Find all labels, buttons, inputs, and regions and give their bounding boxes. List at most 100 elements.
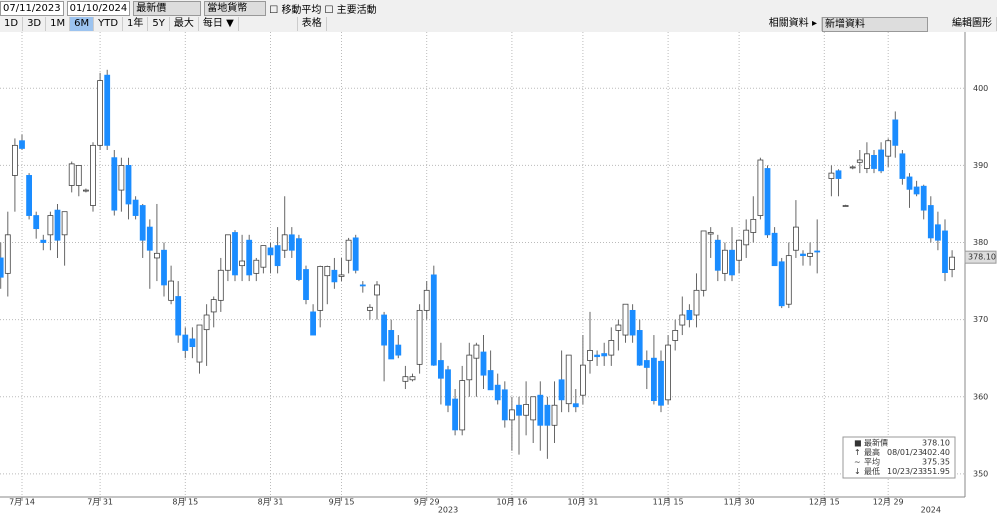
candle-body bbox=[217, 269, 224, 301]
candle-body bbox=[445, 369, 451, 406]
candle-body bbox=[125, 165, 132, 205]
candle-body bbox=[608, 340, 615, 356]
candle-body bbox=[381, 314, 388, 346]
candle-body bbox=[97, 80, 103, 146]
range-button[interactable]: 5Y bbox=[148, 17, 170, 31]
x-tick-label: 10月 16 bbox=[496, 498, 527, 507]
year-label: 2023 bbox=[438, 506, 458, 514]
candle-body bbox=[537, 394, 544, 426]
candle-body bbox=[615, 324, 622, 331]
y-tick-label: 370 bbox=[973, 315, 988, 324]
x-tick-label: 7月 14 bbox=[9, 498, 35, 507]
candle-body bbox=[388, 330, 395, 360]
candle-body bbox=[189, 338, 196, 348]
add-data[interactable]: 新增資料 bbox=[822, 16, 928, 32]
frequency[interactable]: 每日 ▼ bbox=[199, 17, 239, 31]
candle-body bbox=[352, 237, 359, 271]
candle-body bbox=[814, 250, 821, 253]
key-events[interactable]: ☐ 主要活動 bbox=[324, 4, 377, 16]
candle-body bbox=[153, 252, 160, 259]
candle-body bbox=[927, 205, 934, 239]
x-tick-label: 12月 15 bbox=[809, 498, 840, 507]
candle-body bbox=[430, 274, 437, 366]
candle-body bbox=[480, 351, 487, 376]
x-tick-label: 7月 31 bbox=[87, 498, 113, 507]
end-date[interactable]: 01/10/2024 bbox=[66, 0, 131, 16]
candle-body bbox=[288, 234, 295, 251]
candle-body bbox=[139, 205, 146, 241]
candle-body bbox=[61, 211, 68, 236]
x-tick-label: 8月 31 bbox=[258, 498, 284, 507]
chart: 350 360 370 380 390 400 7月 14 7月 31 8月 15 8月 31 9月… bbox=[0, 32, 997, 514]
legend-value: 378.10 bbox=[922, 439, 950, 448]
x-tick-label: 9月 15 bbox=[329, 498, 355, 507]
year-label: 2024 bbox=[921, 506, 941, 514]
range-button[interactable]: 1D bbox=[0, 17, 24, 31]
candle-body bbox=[324, 266, 331, 277]
candle-body bbox=[11, 144, 18, 176]
candle-body bbox=[203, 314, 210, 331]
legend-icon: ↑ bbox=[854, 448, 861, 457]
candle-body bbox=[700, 230, 707, 291]
moving-average[interactable]: ☐ 移動平均 bbox=[269, 4, 322, 16]
candle-body bbox=[572, 403, 579, 408]
candle-body bbox=[295, 238, 302, 280]
candle-body bbox=[402, 376, 409, 382]
candle-body bbox=[452, 398, 459, 431]
candle-body bbox=[416, 309, 423, 365]
candle-body bbox=[267, 247, 274, 256]
candle-body bbox=[885, 140, 892, 157]
field-select[interactable]: 最新價 bbox=[133, 0, 202, 16]
candle-body bbox=[33, 215, 40, 230]
related-button[interactable]: 相關資料 ▸ bbox=[765, 17, 822, 31]
candle-body bbox=[722, 249, 728, 274]
candle-body bbox=[246, 239, 253, 276]
range-button[interactable]: 6M bbox=[70, 17, 95, 31]
candle-body bbox=[210, 299, 217, 313]
candle-body bbox=[913, 186, 920, 195]
candle-body bbox=[793, 226, 799, 251]
range-button[interactable]: 最大 bbox=[170, 17, 199, 31]
candle-body bbox=[494, 384, 501, 401]
candle-body bbox=[104, 74, 111, 146]
candle-body bbox=[643, 360, 650, 368]
moving-average-label: 移動平均 bbox=[281, 4, 322, 16]
candle-body bbox=[26, 175, 33, 216]
range-button[interactable]: YTD bbox=[94, 17, 124, 31]
candle-body bbox=[828, 172, 835, 179]
candle-body bbox=[331, 269, 338, 283]
range-button[interactable]: 1M bbox=[46, 17, 71, 31]
candle-body bbox=[395, 344, 402, 356]
candle-body bbox=[196, 324, 203, 363]
candle-body bbox=[693, 289, 700, 316]
range-button[interactable]: 1年 bbox=[123, 17, 149, 31]
candle-body bbox=[224, 234, 231, 271]
candle-body bbox=[899, 153, 906, 179]
start-date[interactable]: 07/11/2023 bbox=[0, 0, 64, 16]
legend-box bbox=[842, 436, 956, 479]
candle-body bbox=[253, 259, 260, 274]
y-tick-label: 360 bbox=[973, 392, 988, 401]
candle-body bbox=[111, 157, 118, 211]
edit-chart[interactable]: 編輯圖形 bbox=[948, 17, 997, 31]
candle-body bbox=[835, 170, 842, 179]
currency-select[interactable]: 當地貨幣 bbox=[204, 0, 267, 16]
candle-body bbox=[771, 232, 778, 267]
candle-body bbox=[487, 370, 494, 391]
candle-body bbox=[75, 165, 82, 186]
legend-icon: ~ bbox=[854, 458, 861, 467]
candle-body bbox=[672, 330, 679, 341]
table-button[interactable]: 表格 bbox=[298, 17, 327, 31]
y-tick-label: 380 bbox=[973, 238, 988, 247]
range-button[interactable]: 3D bbox=[23, 17, 47, 31]
candle-body bbox=[466, 354, 473, 381]
candle-body bbox=[558, 379, 565, 401]
candle-body bbox=[750, 218, 757, 233]
legend-date: 08/01/23 bbox=[887, 448, 923, 457]
candle-body bbox=[707, 232, 714, 235]
spacer bbox=[239, 17, 298, 31]
x-tick-label: 10月 31 bbox=[567, 498, 598, 507]
candle-body bbox=[849, 166, 856, 169]
candle-body bbox=[366, 306, 373, 311]
